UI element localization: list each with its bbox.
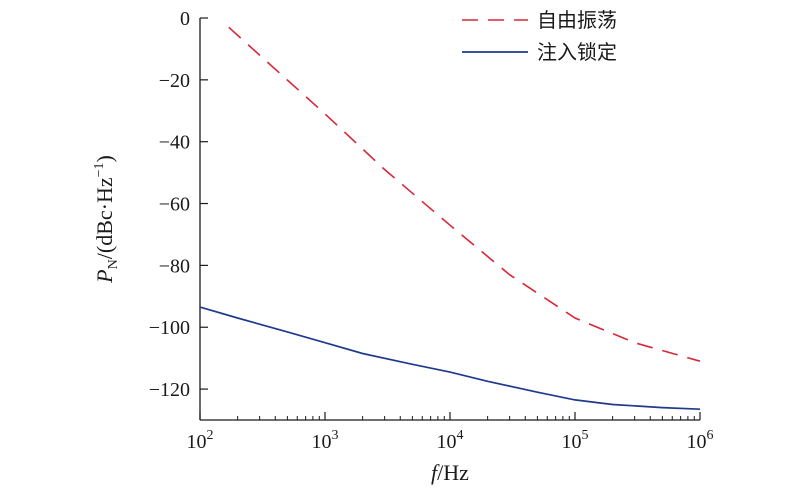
- y-axis-label: PN/(dBc·Hz−1): [92, 155, 121, 284]
- x-tick-label: 103: [312, 428, 339, 453]
- x-axis-label: f/Hz: [431, 460, 469, 485]
- series-line-2: [199, 306, 701, 411]
- y-axis: 0 −20 −40 −60 −80 −100 −120: [149, 8, 208, 401]
- plot-area: [199, 18, 700, 421]
- x-tick-label: 102: [187, 428, 214, 453]
- y-tick-label: −100: [149, 317, 190, 339]
- series-lines: [199, 26, 701, 411]
- y-tick-label: −80: [159, 255, 190, 277]
- x-tick-label: 104: [437, 428, 464, 453]
- y-tick-label: 0: [180, 8, 190, 30]
- x-tick-label: 106: [687, 428, 714, 453]
- legend-label-2: 注入锁定: [537, 40, 617, 64]
- y-tick-label: −60: [159, 194, 190, 216]
- x-tick-label: 105: [562, 428, 589, 453]
- y-tick-label: −120: [149, 379, 190, 401]
- y-tick-label: −40: [159, 132, 190, 154]
- series-line-1: [228, 26, 701, 362]
- y-tick-label: −20: [159, 70, 190, 92]
- x-axis: 102 103 104 105 106: [187, 412, 714, 453]
- legend-label-1: 自由振荡: [537, 8, 617, 32]
